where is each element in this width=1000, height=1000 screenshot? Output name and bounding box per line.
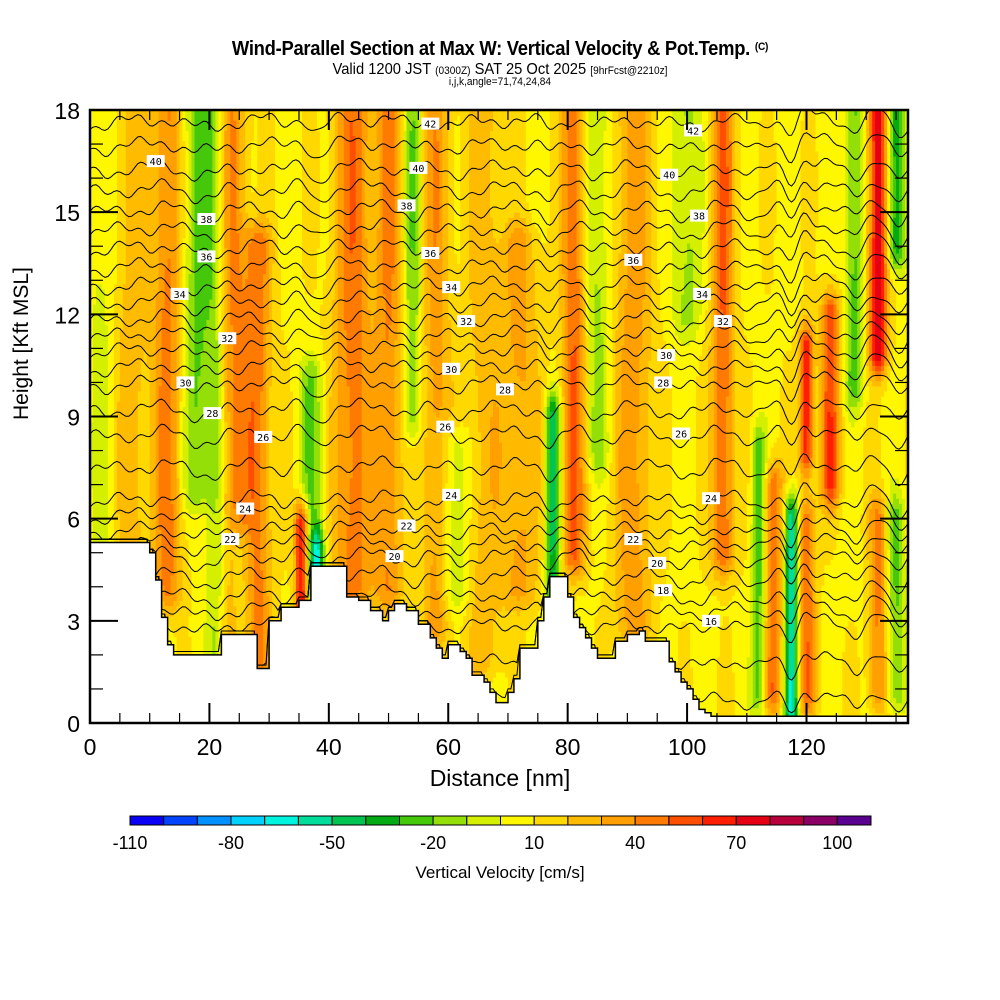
cross-section-plot: 4038363432302826242242403836343230282624… xyxy=(0,0,1000,1000)
